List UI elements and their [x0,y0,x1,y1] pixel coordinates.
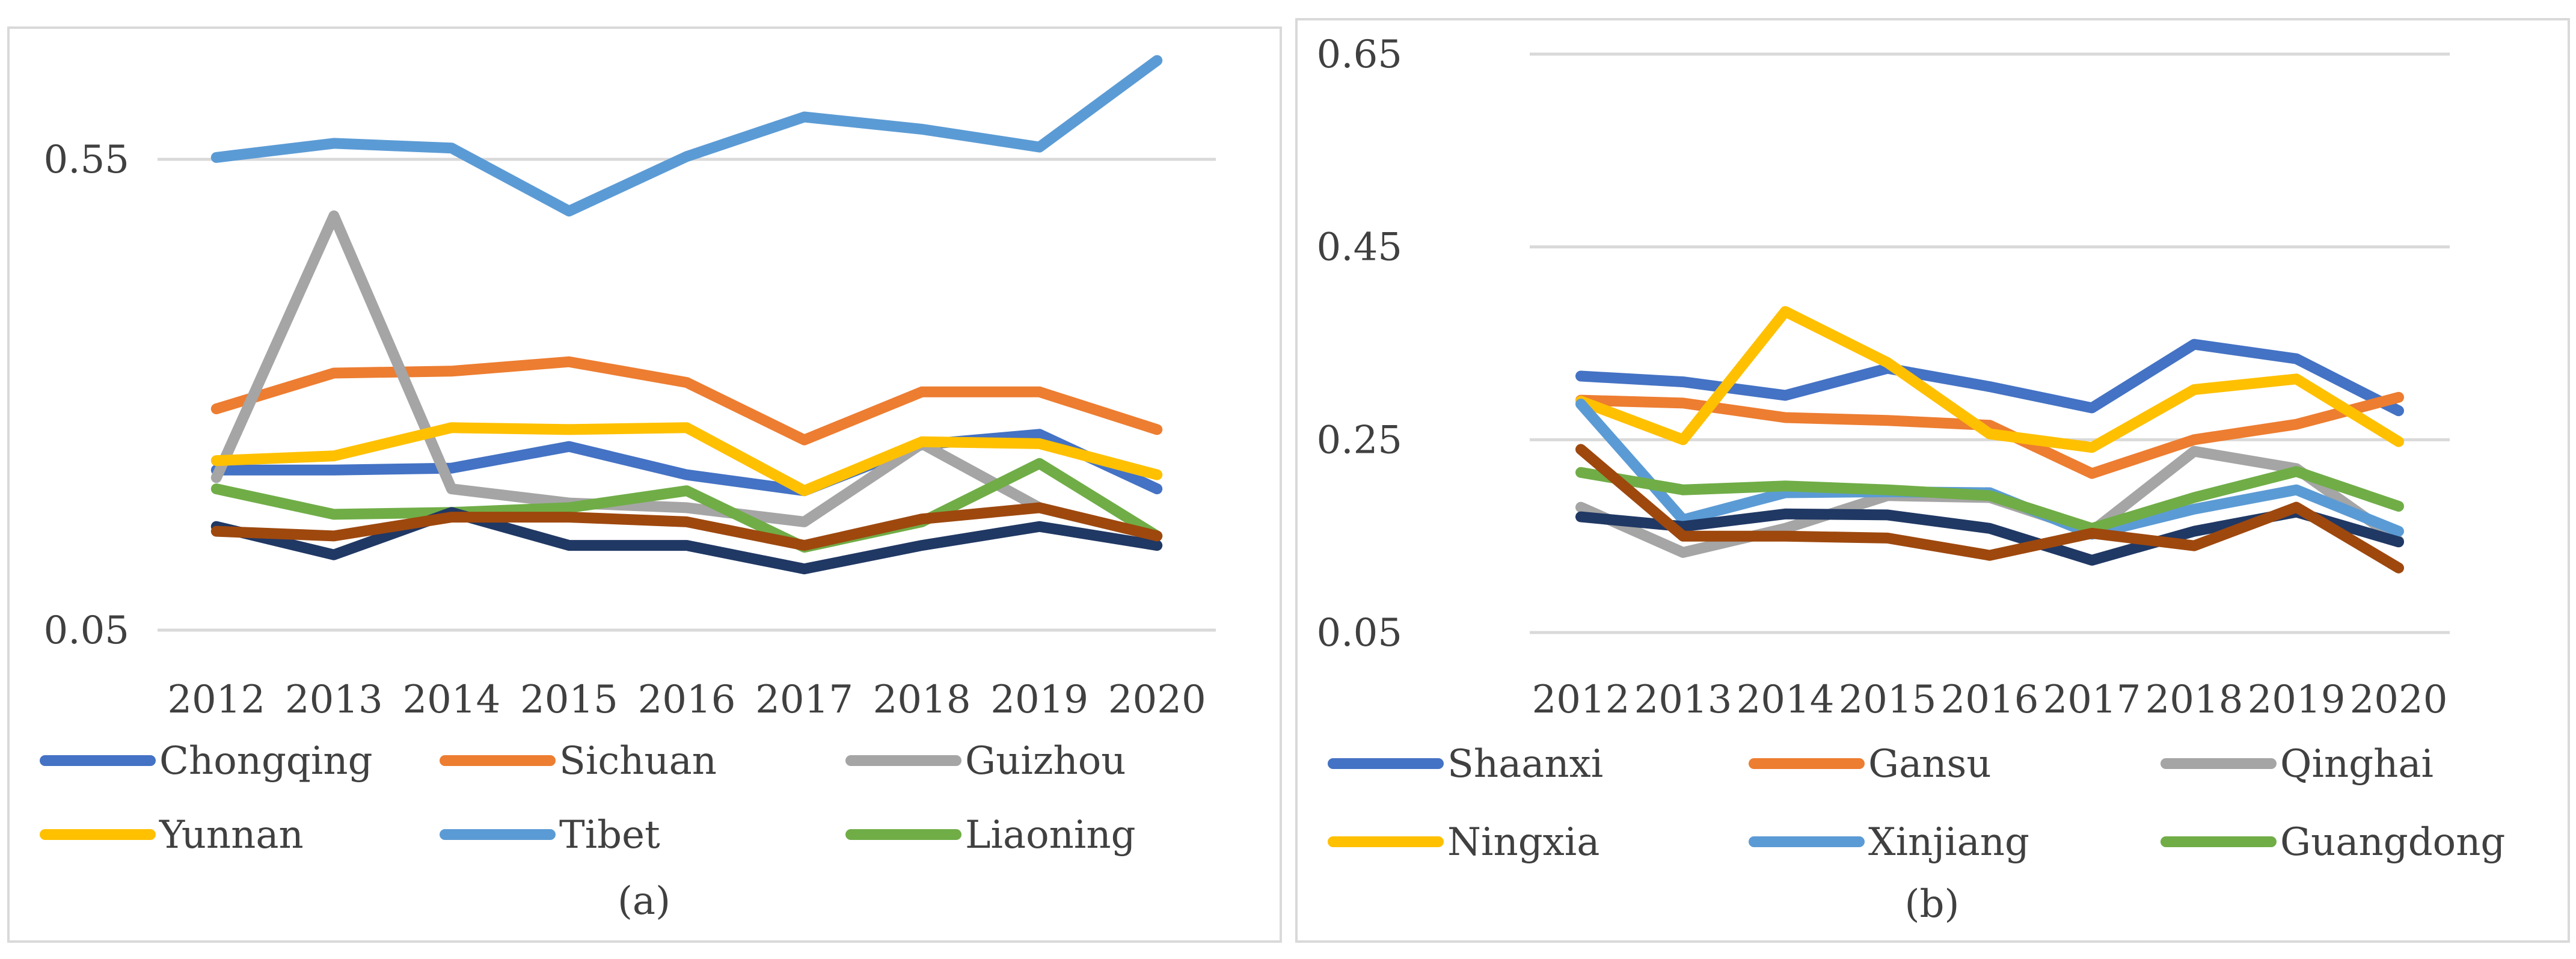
legend-label-ningxia: Ningxia [1447,820,1599,865]
legend-label-chongqing: Chongqing [159,739,373,783]
x-tick-label: 2018 [2145,678,2243,722]
line-chart-b: 0.65 0.45 0.25 0.05 2012 2013 2014 2015 2016 2017… [1295,18,2570,943]
series-line-yunnan [210,422,1163,497]
legend-label-sichuan: Sichuan [559,739,717,783]
x-tick-label: 2014 [402,678,500,722]
x-tick-label: 2012 [1532,678,1630,722]
x-tick-label: 2013 [1634,678,1732,722]
x-tick-label: 2019 [990,678,1088,722]
y-tick-label: 0.25 [1317,418,1403,462]
x-tick-label: 2016 [638,678,736,722]
x-tick-label: 2014 [1737,678,1835,722]
x-tick-label: 2013 [285,678,383,722]
x-tick-label: 2012 [167,678,265,722]
series-line-liaoning [210,458,1163,553]
legend-label-qinghai: Qinghai [2280,742,2433,786]
series-line-unlabeled-7 [210,502,1163,551]
chart-frame-a [7,26,1282,943]
series-line-gansu [1575,391,2404,479]
legend-label-yunnan: Yunnan [159,813,304,857]
chart-frame-b [1295,18,2570,943]
x-tick-label: 2016 [1941,678,2039,722]
chart-caption: (a) [618,879,670,924]
series-line-shaanxi [1575,339,2404,417]
legend-label-guizhou: Guizhou [965,739,1126,783]
y-tick-label: 0.45 [1317,225,1403,270]
line-chart-a: 0.55 0.05 2012 2013 2014 2015 2016 2017 2018 2019… [7,26,1282,943]
x-tick-label: 2015 [520,678,618,722]
series-line-sichuan [210,356,1163,446]
legend-label-guangdong: Guangdong [2280,820,2505,865]
series-line-tibet [210,55,1163,217]
legend-label-liaoning: Liaoning [965,813,1136,857]
x-tick-label: 2015 [1839,678,1937,722]
legend-label-tibet: Tibet [559,813,660,857]
x-tick-label: 2018 [873,678,971,722]
x-tick-label: 2019 [2248,678,2346,722]
x-tick-label: 2017 [2043,678,2141,722]
y-tick-label: 0.05 [44,608,130,653]
series-line-unlabeled-6 [210,507,1163,575]
x-tick-label: 2020 [1108,678,1206,722]
legend-label-shaanxi: Shaanxi [1447,742,1603,786]
chart-panel-a: 0.55 0.05 2012 2013 2014 2015 2016 2017 2018 2019… [7,26,1282,943]
chart-panel-b: 0.65 0.45 0.25 0.05 2012 2013 2014 2015 2016 2017… [1288,0,2576,959]
x-tick-label: 2020 [2350,678,2448,722]
y-tick-label: 0.55 [44,138,130,182]
legend-label-gansu: Gansu [1868,742,1992,786]
y-tick-label: 0.05 [1317,611,1403,655]
chart-caption: (b) [1905,882,1960,927]
series-line-ningxia [1575,306,2404,453]
legend-label-xinjiang: Xinjiang [1868,820,2029,865]
series-line-unlabeled-7 [1575,444,2404,574]
y-tick-label: 0.65 [1317,32,1403,77]
x-tick-label: 2017 [755,678,853,722]
series-line-guangdong [1575,466,2404,534]
